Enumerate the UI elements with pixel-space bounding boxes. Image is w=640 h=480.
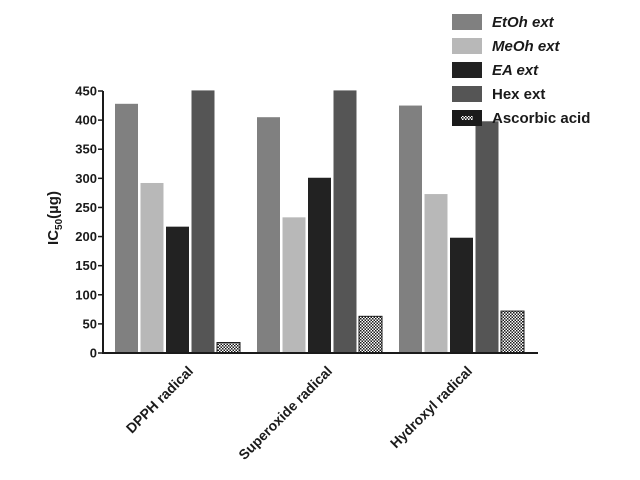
bar-ea-ext-dpph-radical — [166, 226, 189, 353]
bar-meoh-ext-dpph-radical — [140, 182, 164, 353]
legend-label: EtOh ext — [492, 14, 555, 31]
legend-label: EA ext — [492, 62, 539, 79]
y-tick-label: 450 — [75, 84, 97, 99]
x-category-label: Hydroxyl radical — [387, 363, 475, 451]
legend-swatch — [452, 14, 482, 30]
legend-swatch — [452, 62, 482, 78]
legend-swatch — [452, 38, 482, 54]
bar-ea-ext-superoxide-radical — [308, 177, 331, 353]
bar-ascorbic-acid-dpph-radical — [216, 342, 241, 354]
bar-ea-ext-hydroxyl-radical — [450, 237, 473, 353]
y-tick-label: 250 — [75, 200, 97, 215]
y-tick-label: 100 — [75, 287, 97, 302]
y-tick-label: 300 — [75, 171, 97, 186]
y-tick-label: 0 — [90, 346, 97, 361]
bar-etoh-ext-superoxide-radical — [257, 117, 280, 353]
legend-swatch — [452, 86, 482, 102]
y-tick-label: 50 — [83, 316, 97, 331]
bar-meoh-ext-hydroxyl-radical — [424, 194, 448, 353]
bar-ascorbic-acid-hydroxyl-radical — [500, 310, 525, 354]
y-axis-label: IC50(µg) — [45, 191, 65, 245]
bar-hex-ext-dpph-radical — [191, 90, 215, 353]
bar-hex-ext-superoxide-radical — [333, 90, 357, 353]
y-tick-labels: 0 50 100 150 200 250 300 350 400 450 — [75, 84, 97, 361]
y-tick-label: 350 — [75, 142, 97, 157]
legend-label: Hex ext — [492, 86, 545, 103]
y-tick-label: 400 — [75, 113, 97, 128]
bar-meoh-ext-superoxide-radical — [282, 217, 306, 353]
x-category-label: DPPH radical — [123, 363, 196, 436]
bars-group — [115, 90, 525, 354]
bar-hex-ext-hydroxyl-radical — [475, 121, 499, 353]
axes-group — [98, 90, 538, 354]
legend-swatch-pattern — [461, 116, 473, 120]
y-tick-label: 150 — [75, 258, 97, 273]
bar-etoh-ext-dpph-radical — [115, 103, 138, 353]
bar-etoh-ext-hydroxyl-radical — [399, 105, 422, 353]
x-category-labels: DPPH radical Superoxide radical Hydroxyl r… — [123, 363, 475, 463]
bar-ascorbic-acid-superoxide-radical — [358, 315, 383, 354]
legend: EtOh ext MeOh ext EA ext Hex ext Ascorbic ac… — [452, 14, 590, 127]
x-category-label: Superoxide radical — [235, 363, 335, 463]
legend-label: Ascorbic acid — [492, 110, 590, 127]
legend-label: MeOh ext — [492, 38, 561, 55]
y-tick-label: 200 — [75, 229, 97, 244]
